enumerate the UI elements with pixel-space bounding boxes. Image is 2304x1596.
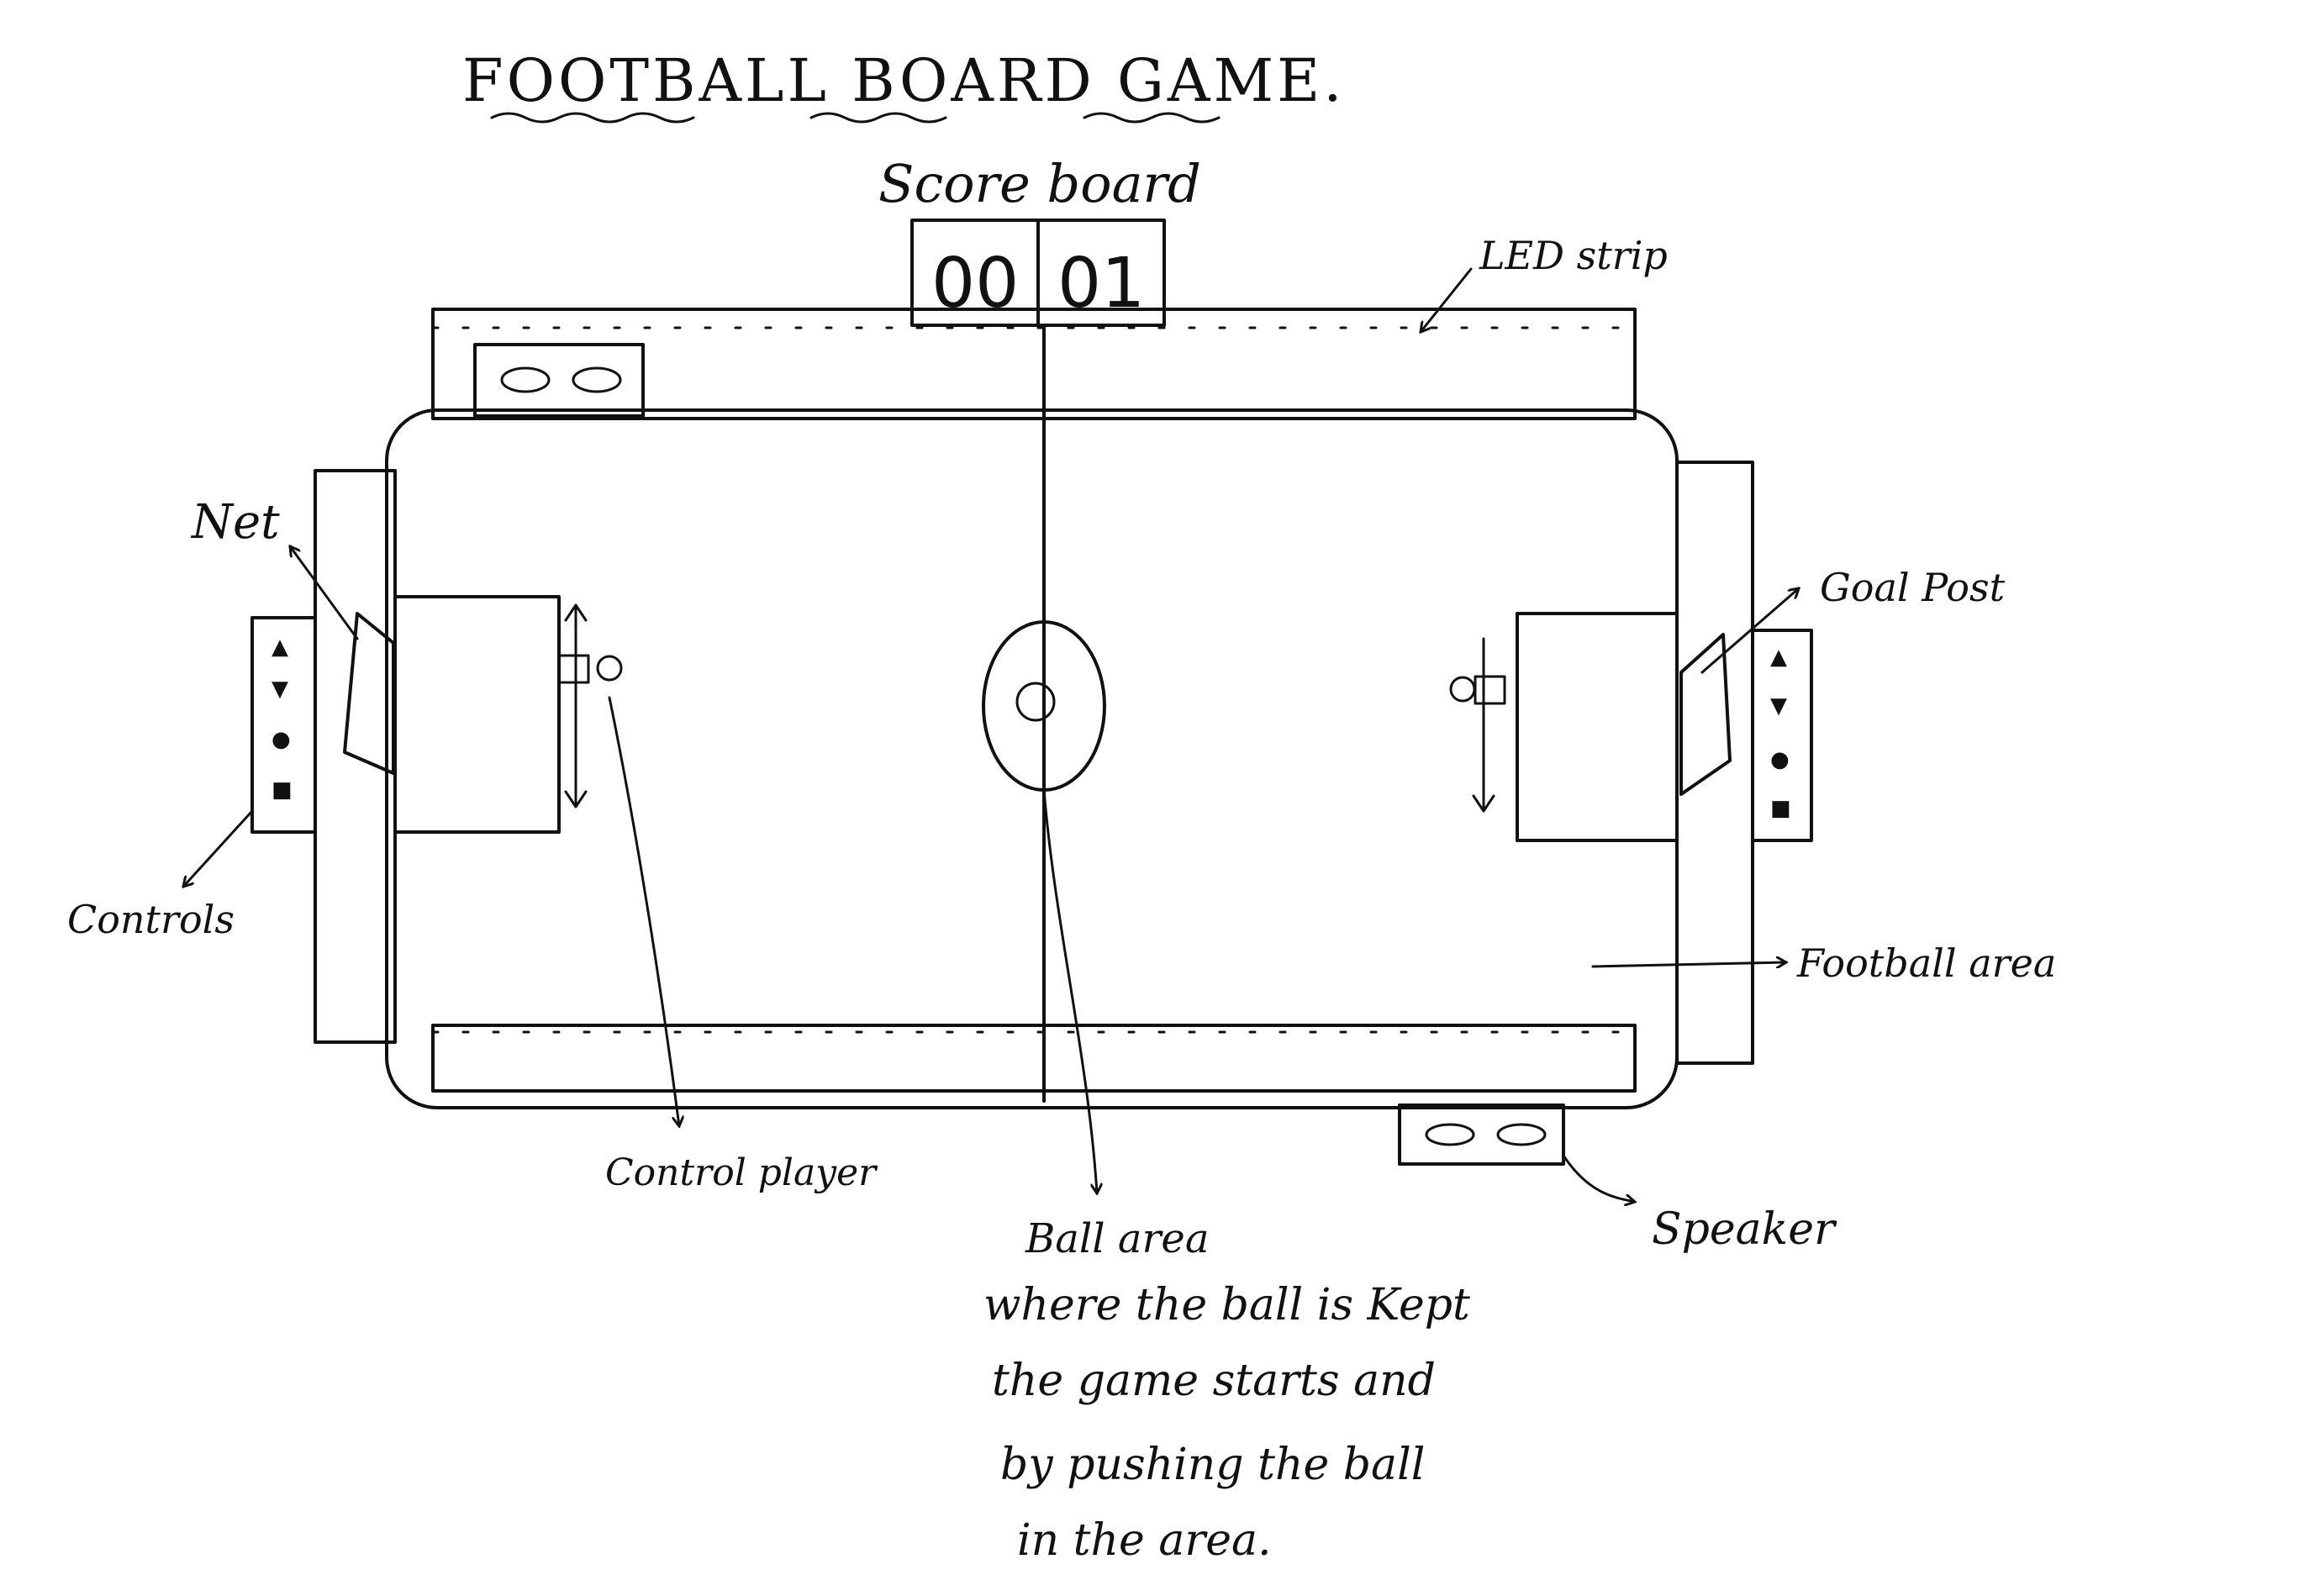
top-rail [431,308,1637,420]
left-player-body [557,654,590,684]
goal-post-label: Goal Post [1820,565,2006,610]
ball-icon [1015,682,1056,722]
left-control-a[interactable]: ● [272,727,291,752]
bottom-speaker-box [1398,1104,1565,1166]
right-goal-frame [1675,461,1754,1065]
left-control-b[interactable]: ■ [272,777,293,803]
top-speaker-box [473,343,645,418]
right-score: 01 [1057,244,1145,324]
ball-area-description-line-2: the game starts and [992,1356,1436,1406]
right-net [1679,633,1732,796]
right-control-up[interactable]: ▲ [1770,645,1787,670]
bottom-speaker-left-icon [1425,1123,1475,1146]
right-control-down[interactable]: ▼ [1770,693,1787,719]
ball-area-label: Ball area [1025,1215,1209,1262]
football-area-label: Football area [1796,940,2056,986]
left-player-head [596,655,623,682]
left-control-down[interactable]: ▼ [272,677,288,702]
ball-area-description-line-4: in the area. [1017,1515,1272,1566]
right-penalty-box [1516,612,1679,842]
left-score: 00 [931,244,1019,324]
title-underline-1 [490,112,695,124]
control-player-label: Control player [605,1151,878,1194]
led-strip-label: LED strip [1479,233,1668,278]
goal-post-pointer [1700,588,1799,674]
left-net [343,612,395,775]
bottom-rail [431,1024,1637,1093]
net-pointer [290,546,359,640]
right-controls-panel [1751,629,1813,842]
page-title: FOOTBALL BOARD GAME. [462,46,1346,115]
controls-pointer [183,809,254,887]
speaker-pointer [1562,1154,1635,1202]
controls-label: Controls [67,897,235,942]
ball-area-description-line-3: by pushing the ball [1000,1440,1425,1490]
ball-area-description-line-1: where the ball is Kept [983,1280,1470,1330]
net-label: Net [190,495,280,550]
left-penalty-box [393,595,561,834]
scoreboard-label: Score board [878,153,1201,214]
top-speaker-right-icon [572,366,622,393]
control-player-pointer [608,696,679,1126]
football-area-pointer [1591,962,1786,967]
title-underline-2 [809,112,947,124]
right-player-head [1449,676,1476,703]
bottom-speaker-right-icon [1496,1123,1547,1146]
left-control-up[interactable]: ▲ [272,635,288,660]
left-controls-panel [250,616,317,834]
left-player-arrowheads [564,603,588,809]
right-control-a[interactable]: ● [1770,747,1790,772]
right-player-arrowhead [1472,794,1495,813]
right-player-body [1474,675,1506,705]
led-strip-pointer [1421,267,1473,332]
right-control-b[interactable]: ■ [1770,796,1791,821]
top-speaker-left-icon [500,366,551,393]
title-underline-3 [1083,112,1221,124]
ball-area-pointer [1042,788,1097,1193]
speaker-label: Speaker [1652,1204,1837,1255]
